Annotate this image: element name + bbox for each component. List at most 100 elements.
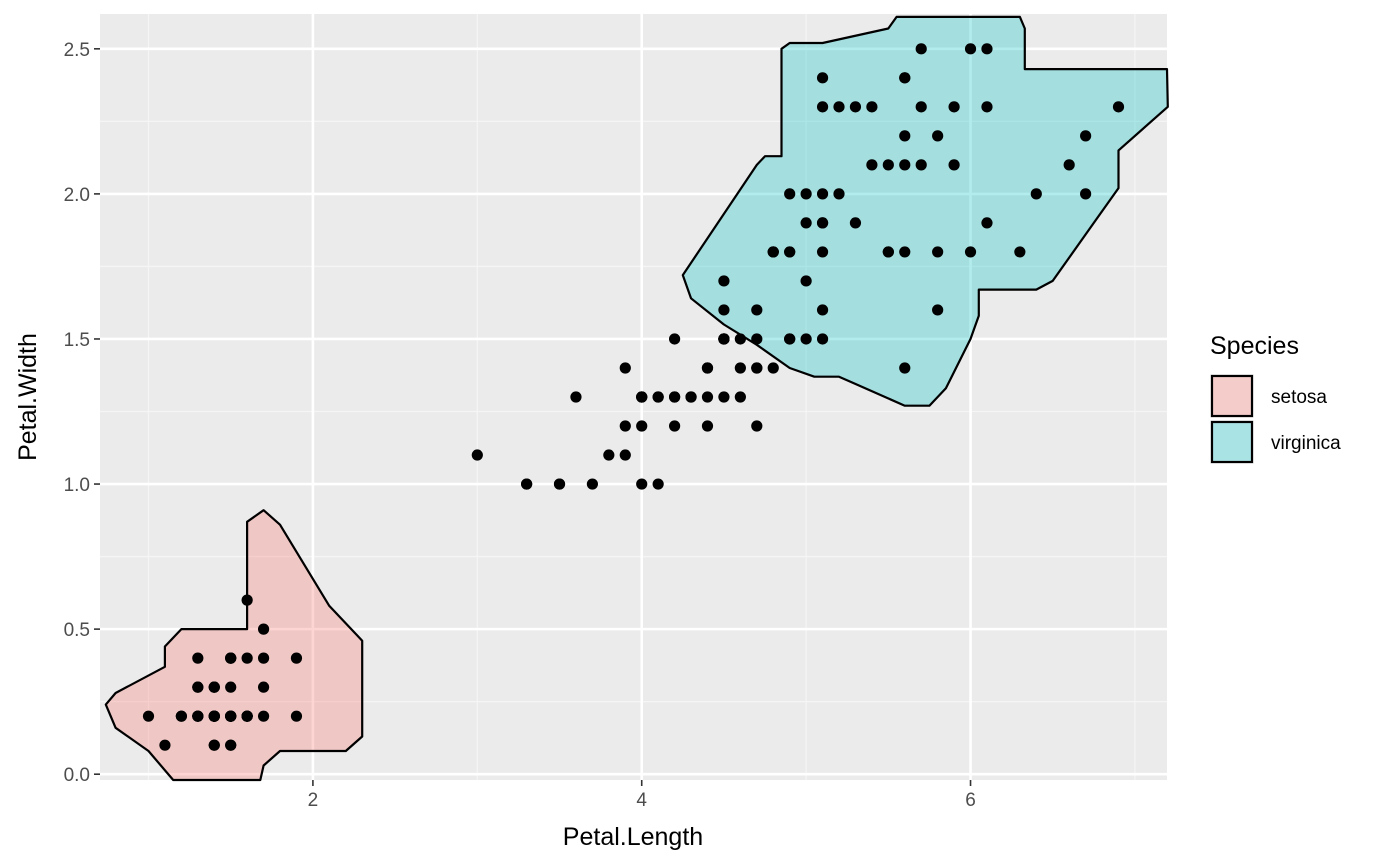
data-point bbox=[570, 391, 582, 403]
data-point bbox=[751, 362, 763, 374]
data-point bbox=[257, 681, 270, 693]
data-point bbox=[669, 420, 681, 432]
data-point bbox=[208, 739, 220, 751]
data-point bbox=[734, 362, 746, 374]
data-point bbox=[669, 391, 681, 403]
data-point bbox=[981, 101, 993, 113]
legend: Species setosa virginica bbox=[1210, 332, 1341, 464]
data-point bbox=[833, 188, 845, 200]
data-point bbox=[833, 101, 845, 113]
data-point bbox=[816, 72, 829, 84]
x-tick-label: 6 bbox=[965, 790, 976, 811]
data-point bbox=[800, 217, 812, 229]
y-tick-label: 2.5 bbox=[64, 40, 90, 61]
data-point bbox=[816, 333, 829, 345]
data-point bbox=[603, 449, 615, 461]
data-point bbox=[159, 739, 171, 751]
data-point bbox=[685, 391, 697, 403]
data-point bbox=[932, 130, 944, 142]
data-point bbox=[241, 594, 253, 606]
minor-grid bbox=[100, 14, 1167, 780]
y-tick-label: 1.0 bbox=[64, 475, 90, 496]
data-point bbox=[290, 710, 303, 722]
data-points bbox=[142, 43, 1125, 751]
data-point bbox=[652, 478, 664, 490]
data-point bbox=[800, 333, 812, 345]
data-point bbox=[866, 159, 878, 171]
region-virginica bbox=[681, 15, 1169, 407]
data-point bbox=[915, 101, 927, 113]
data-point bbox=[701, 391, 714, 403]
data-point bbox=[290, 652, 303, 664]
data-point bbox=[899, 159, 911, 171]
data-point bbox=[718, 304, 730, 316]
data-point bbox=[948, 159, 960, 171]
data-point bbox=[175, 710, 187, 722]
x-axis-ticks: 2 4 6 bbox=[308, 780, 976, 811]
data-point bbox=[225, 681, 237, 693]
data-point bbox=[932, 304, 944, 316]
data-point bbox=[784, 246, 796, 258]
data-point bbox=[257, 652, 270, 664]
legend-swatch-virginica bbox=[1210, 420, 1254, 464]
data-point bbox=[866, 101, 878, 113]
data-point bbox=[981, 43, 993, 55]
y-axis-ticks: 0.0 0.5 1.0 1.5 2.0 2.5 bbox=[64, 40, 100, 786]
legend-label-virginica: virginica bbox=[1271, 433, 1341, 454]
legend-entries: setosa virginica bbox=[1210, 374, 1341, 464]
legend-label-setosa: setosa bbox=[1271, 387, 1327, 408]
data-point bbox=[751, 304, 763, 316]
data-point bbox=[718, 391, 730, 403]
data-point bbox=[192, 710, 204, 722]
data-point bbox=[257, 623, 270, 635]
y-tick-label: 2.0 bbox=[64, 185, 90, 206]
data-point bbox=[1080, 188, 1092, 200]
data-point bbox=[225, 652, 237, 664]
data-point bbox=[800, 275, 812, 287]
data-point bbox=[751, 420, 763, 432]
data-point bbox=[636, 478, 648, 490]
data-point bbox=[816, 304, 829, 316]
data-point bbox=[192, 652, 204, 664]
data-point bbox=[701, 362, 714, 374]
x-tick-label: 2 bbox=[308, 790, 319, 811]
data-point bbox=[192, 681, 204, 693]
data-point bbox=[636, 420, 648, 432]
data-point bbox=[767, 362, 779, 374]
legend-swatch-setosa bbox=[1210, 374, 1254, 418]
data-point bbox=[636, 391, 648, 403]
data-point bbox=[816, 188, 829, 200]
y-axis-title: Petal.Width bbox=[14, 333, 42, 461]
data-point bbox=[701, 420, 714, 432]
data-point bbox=[981, 217, 993, 229]
data-point bbox=[1063, 159, 1075, 171]
data-point bbox=[849, 217, 862, 229]
data-point bbox=[669, 333, 681, 345]
x-tick-label: 4 bbox=[636, 790, 647, 811]
y-tick-label: 0.5 bbox=[64, 620, 90, 641]
data-point bbox=[619, 449, 631, 461]
y-tick-label: 1.5 bbox=[64, 330, 90, 351]
data-point bbox=[948, 101, 960, 113]
data-point bbox=[751, 333, 763, 345]
data-point bbox=[915, 43, 927, 55]
data-point bbox=[1112, 101, 1125, 113]
data-point bbox=[471, 449, 483, 461]
legend-title: Species bbox=[1210, 332, 1299, 360]
data-point bbox=[899, 72, 911, 84]
data-point bbox=[899, 246, 911, 258]
data-point bbox=[619, 362, 631, 374]
data-point bbox=[882, 246, 894, 258]
x-axis-title: Petal.Length bbox=[563, 823, 703, 851]
data-point bbox=[142, 710, 155, 722]
data-point bbox=[964, 43, 977, 55]
data-point bbox=[932, 246, 944, 258]
data-point bbox=[882, 159, 894, 171]
data-point bbox=[718, 275, 730, 287]
legend-key-bg bbox=[1210, 374, 1254, 418]
data-point bbox=[1030, 188, 1042, 200]
data-point bbox=[1080, 130, 1092, 142]
plot-panel bbox=[100, 14, 1167, 780]
data-point bbox=[767, 246, 779, 258]
